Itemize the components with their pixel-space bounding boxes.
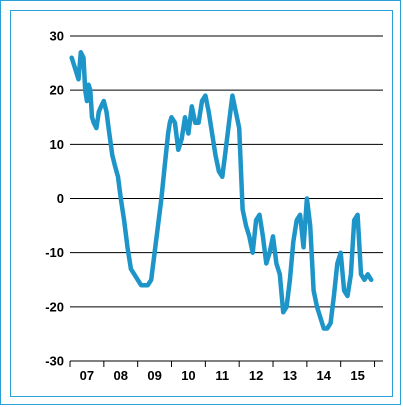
chart-inner-frame [10, 10, 393, 397]
y-tick-label: -30 [45, 354, 64, 369]
x-tick-label: 09 [147, 368, 161, 383]
x-tick-label: 08 [114, 368, 128, 383]
series-group [69, 50, 374, 331]
series-line-0 [69, 50, 374, 331]
x-tick-label: 12 [249, 368, 263, 383]
x-tick-label: 07 [80, 368, 94, 383]
y-axis-tick-labels: 30 20 10 0 -10 -20 -30 [45, 29, 64, 369]
x-tick-label: 10 [181, 368, 195, 383]
x-tick-label: 11 [215, 368, 229, 383]
y-tick-label: -20 [45, 299, 64, 314]
x-tick-label: 14 [317, 368, 332, 383]
x-tick-label: 13 [283, 368, 297, 383]
y-tick-label: 30 [50, 29, 64, 44]
x-tick-label: 15 [350, 368, 364, 383]
gridlines [70, 35, 383, 362]
x-axis-ticks: 07 08 09 10 11 12 13 14 15 [69, 361, 376, 383]
y-tick-label: 20 [50, 83, 64, 98]
y-tick-label: -10 [45, 245, 64, 260]
y-tick-label: 0 [57, 191, 64, 206]
y-tick-label: 10 [50, 137, 64, 152]
